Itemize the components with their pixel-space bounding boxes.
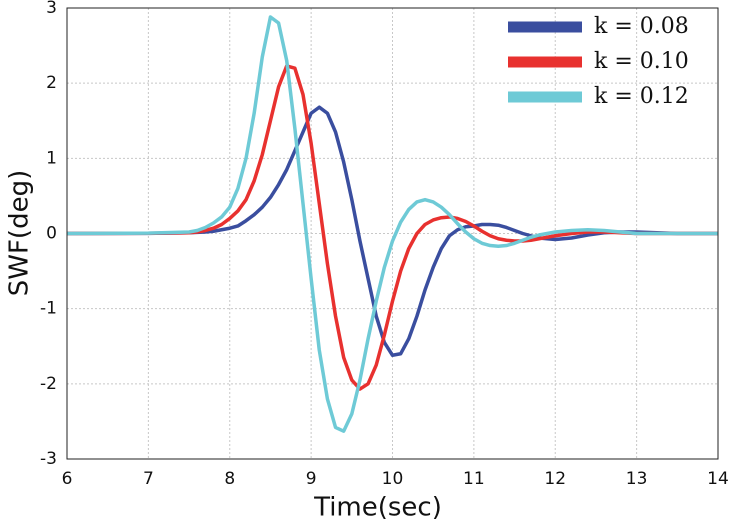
legend-label: k = 0.10 — [594, 49, 689, 74]
legend-label: k = 0.12 — [594, 84, 689, 109]
x-tick-label: 7 — [143, 469, 154, 489]
y-tick-label: 1 — [46, 148, 57, 168]
x-tick-label: 6 — [62, 469, 73, 489]
legend: k = 0.08 k = 0.10 k = 0.12 — [508, 14, 689, 109]
legend-label: k = 0.08 — [594, 14, 689, 39]
x-tick-label: 9 — [306, 469, 317, 489]
x-tick-label: 10 — [382, 469, 404, 489]
series-line — [66, 64, 718, 391]
plot-frame — [66, 7, 719, 460]
x-tick-label: 14 — [707, 469, 729, 489]
x-tick-label: 8 — [224, 469, 235, 489]
y-tick-label: -1 — [40, 299, 57, 319]
y-tick-label: 0 — [46, 224, 57, 244]
x-tick-label: 13 — [626, 469, 648, 489]
series-line — [66, 15, 718, 433]
x-tick-label: 12 — [544, 469, 566, 489]
y-axis-title: SWF(deg) — [5, 170, 35, 296]
x-tick-label: 11 — [463, 469, 485, 489]
y-tick-label: -2 — [40, 374, 57, 394]
x-axis-title: Time(sec) — [313, 493, 442, 523]
y-tick-label: 2 — [46, 73, 57, 93]
y-tick-label: 3 — [46, 0, 57, 18]
y-tick-label: -3 — [40, 449, 57, 469]
plot-lines — [66, 15, 718, 433]
